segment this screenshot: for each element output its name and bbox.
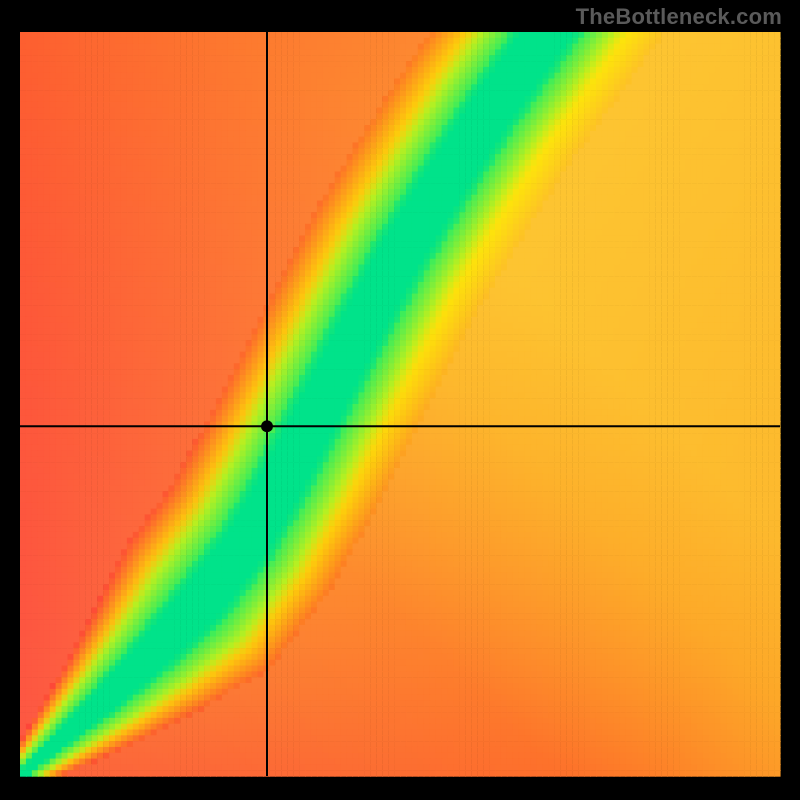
watermark-text: TheBottleneck.com: [576, 4, 782, 30]
bottleneck-heatmap-canvas: [0, 0, 800, 800]
chart-container: TheBottleneck.com: [0, 0, 800, 800]
